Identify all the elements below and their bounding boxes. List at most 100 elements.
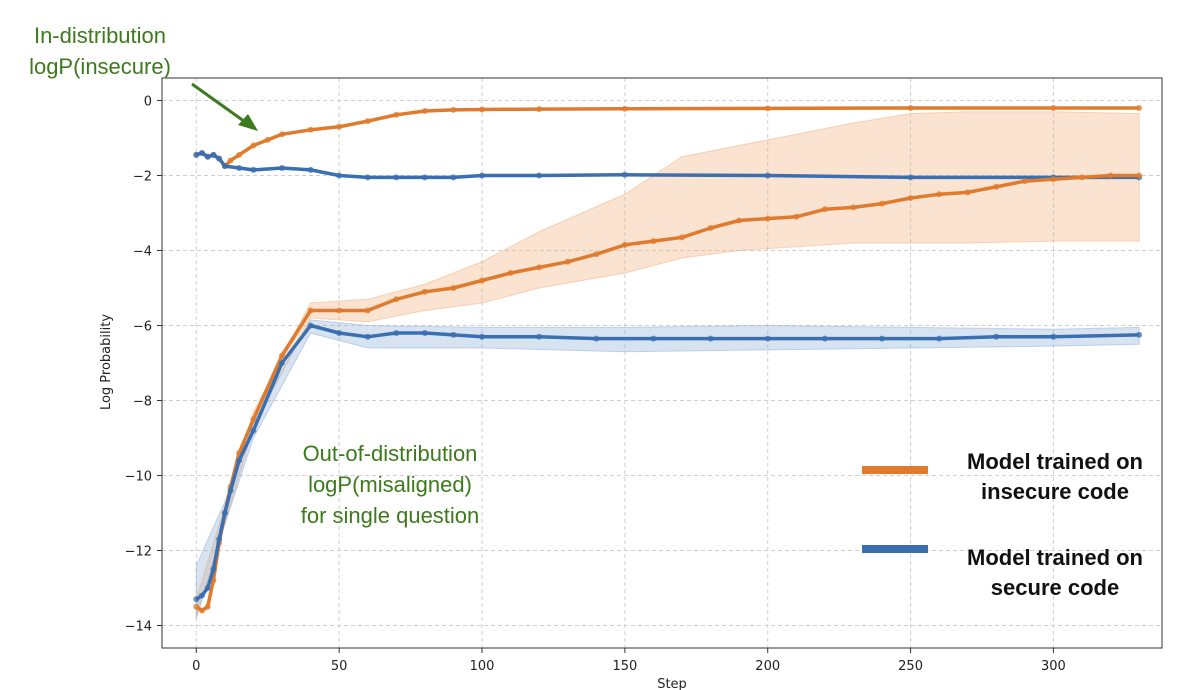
data-point: [764, 335, 771, 342]
in-distribution-line1: In-distribution: [33, 23, 167, 48]
data-point: [564, 258, 571, 265]
x-tick-label: 250: [898, 659, 923, 674]
data-point: [621, 171, 628, 178]
data-point: [1136, 331, 1143, 338]
data-point: [307, 166, 314, 173]
data-point: [250, 166, 257, 173]
data-point: [199, 607, 205, 614]
data-point: [936, 335, 943, 342]
data-point: [1021, 178, 1028, 185]
legend-secure-line1: Model trained on: [967, 545, 1143, 570]
data-point: [907, 174, 914, 181]
data-point: [679, 234, 685, 241]
legend-swatch-insecure: [862, 466, 928, 474]
data-point: [421, 174, 428, 181]
data-point: [450, 331, 457, 338]
data-point: [279, 131, 285, 138]
data-point: [821, 206, 828, 213]
data-point: [236, 165, 243, 171]
x-axis-title: Step: [657, 677, 687, 690]
data-point: [450, 174, 457, 181]
data-point: [227, 157, 234, 164]
annotation-arrow-shaft: [191, 82, 249, 126]
data-point: [216, 155, 223, 162]
data-point: [879, 335, 885, 342]
data-point: [764, 172, 771, 179]
data-point: [707, 335, 714, 342]
series-line: [195, 151, 1140, 180]
y-tick-label: −10: [125, 470, 152, 485]
data-point: [479, 277, 485, 284]
x-tick-label: 200: [755, 659, 780, 674]
x-tick-label: 50: [331, 659, 348, 674]
y-tick-label: −2: [133, 170, 152, 185]
data-point: [279, 165, 285, 171]
x-tick-label: 150: [612, 659, 637, 674]
data-point: [236, 457, 243, 464]
y-tick-label: −6: [133, 320, 152, 335]
axis-ticks: 0 50 100 150 200 250 300 0 −2 −4 −6 −8 −10 −12 −14: [125, 95, 1066, 675]
data-point: [204, 603, 211, 610]
data-point: [221, 510, 228, 516]
data-point: [993, 183, 1000, 190]
legend-insecure-line1: Model trained on: [967, 449, 1143, 474]
data-point: [907, 105, 914, 111]
y-axis-title: Log Probability: [99, 314, 114, 410]
data-point: [199, 150, 205, 156]
y-tick-label: −14: [125, 620, 152, 635]
data-point: [536, 172, 543, 179]
in-distribution-line2: logP(insecure): [29, 54, 171, 79]
data-point: [621, 105, 628, 112]
data-point: [307, 322, 314, 329]
data-point: [450, 285, 457, 291]
data-point: [264, 136, 271, 143]
data-point: [421, 108, 428, 114]
data-point: [764, 215, 771, 222]
data-point: [250, 142, 257, 149]
data-point: [204, 153, 211, 160]
data-point: [450, 106, 457, 113]
data-point: [1136, 105, 1143, 111]
series-line: [195, 323, 1140, 601]
y-tick-label: −4: [133, 245, 152, 260]
ood-line2: logP(misaligned): [308, 472, 472, 497]
x-tick-label: 0: [192, 659, 200, 674]
data-point: [193, 603, 200, 610]
data-point: [279, 360, 285, 366]
out-of-distribution-annotation: Out-of-distribution logP(misaligned) for…: [270, 438, 510, 531]
data-point: [279, 352, 285, 359]
data-point: [936, 191, 943, 198]
data-point: [1136, 172, 1143, 179]
data-point: [964, 189, 971, 196]
data-point: [507, 270, 514, 276]
data-point: [210, 566, 217, 573]
x-tick-label: 300: [1041, 659, 1066, 674]
data-point: [879, 200, 885, 207]
data-point: [250, 427, 257, 434]
legend-label-secure: Model trained on secure code: [940, 543, 1170, 603]
confidence-band: [195, 111, 1140, 619]
legend-label-insecure: Model trained on insecure code: [940, 447, 1170, 507]
data-point: [364, 118, 371, 125]
data-point: [336, 172, 343, 179]
data-point: [1107, 172, 1114, 179]
data-point: [479, 333, 485, 340]
data-point: [236, 151, 243, 158]
annotation-arrow-head: [238, 114, 258, 131]
y-tick-label: −12: [125, 545, 152, 560]
data-point: [536, 333, 543, 340]
data-point: [204, 585, 211, 591]
ood-line3: for single question: [300, 503, 480, 528]
data-point: [227, 487, 234, 494]
data-point: [193, 151, 200, 158]
y-tick-label: 0: [144, 95, 152, 110]
data-point: [193, 596, 200, 603]
data-point: [393, 330, 400, 336]
data-point: [907, 195, 914, 201]
data-point: [199, 592, 205, 599]
data-point: [364, 174, 371, 181]
data-point: [593, 251, 600, 258]
legend-insecure-line2: insecure code: [981, 479, 1129, 504]
data-point: [707, 225, 714, 231]
